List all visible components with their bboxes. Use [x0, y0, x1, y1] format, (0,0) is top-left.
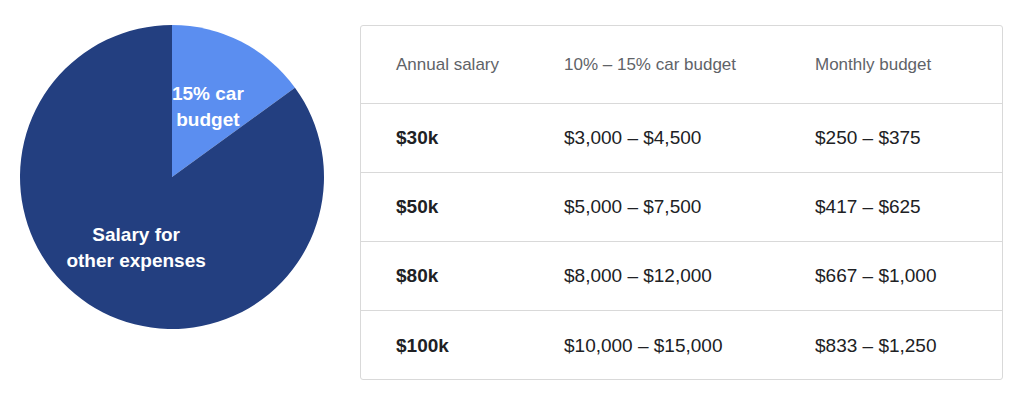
svg-text:15% car: 15% car	[172, 83, 244, 104]
html-text:$417 – $625: $417 – $625	[815, 196, 921, 217]
html-text:$833 – $1,250: $833 – $1,250	[815, 334, 937, 356]
html-text:Annual salary: Annual salary	[396, 54, 499, 74]
html-text:$667 – $1,000: $667 – $1,000	[815, 265, 937, 286]
html-text:$30k: $30k	[396, 127, 439, 148]
html-text:$8,000 – $12,000: $8,000 – $12,000	[564, 265, 712, 286]
html-text:$10,000 – $15,000: $10,000 – $15,000	[564, 334, 723, 356]
html-text:$80k: $80k	[396, 265, 439, 286]
html-text:$250 – $375: $250 – $375	[815, 127, 921, 148]
html-text:10% – 15% car budget: 10% – 15% car budget	[564, 54, 736, 74]
html-text:$100k: $100k	[396, 334, 449, 356]
html-text:$5,000 – $7,500: $5,000 – $7,500	[564, 196, 702, 217]
html-text:$3,000 – $4,500: $3,000 – $4,500	[564, 127, 702, 148]
html-text:Monthly budget: Monthly budget	[815, 54, 932, 74]
svg-text:other expenses: other expenses	[66, 250, 205, 271]
html-text:$50k: $50k	[396, 196, 439, 217]
svg-text:budget: budget	[176, 109, 240, 130]
svg-text:Salary for: Salary for	[92, 224, 180, 245]
